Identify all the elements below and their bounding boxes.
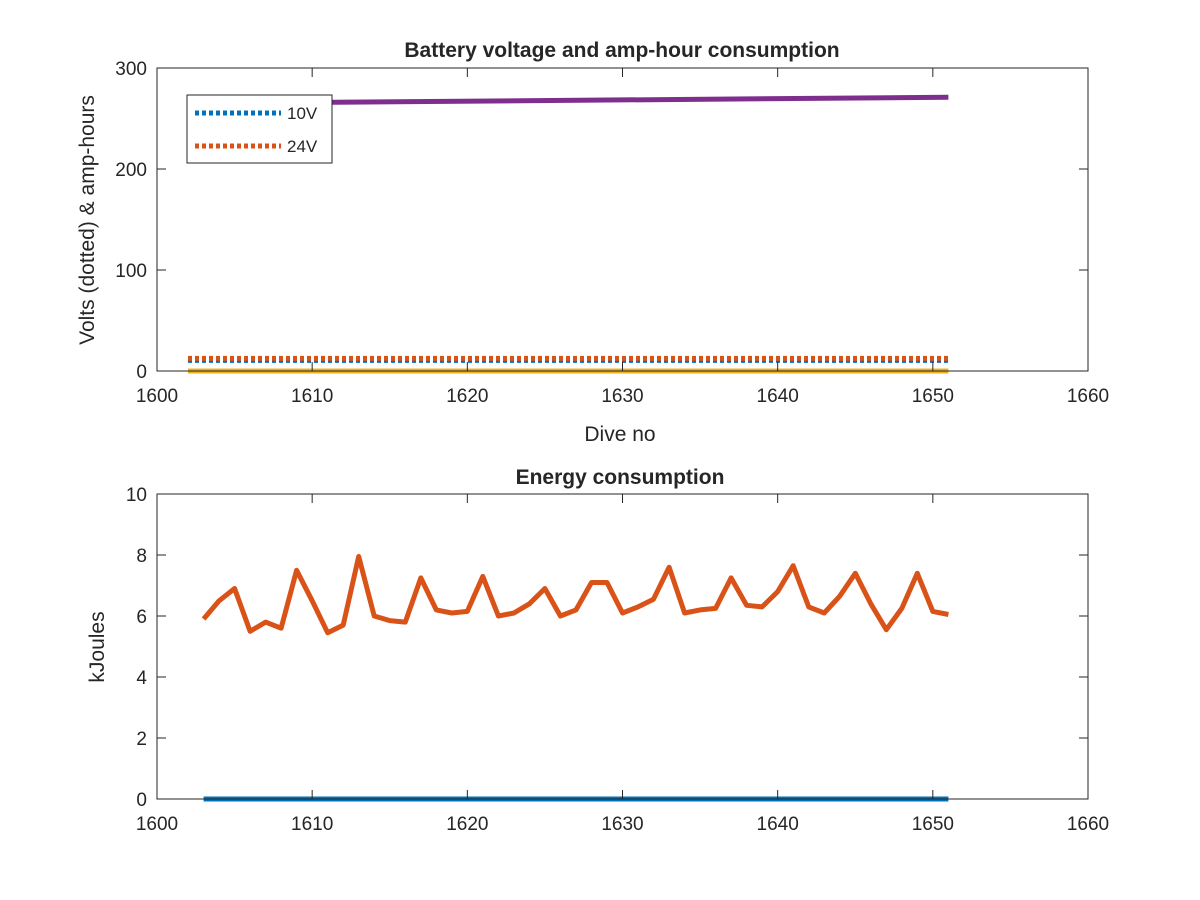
y-tick-label: 300 bbox=[115, 59, 147, 80]
voltage-x-axis-label: Dive no bbox=[584, 423, 655, 446]
y-tick-label: 200 bbox=[115, 160, 147, 181]
series-line-1-1 bbox=[201, 554, 949, 636]
y-tick-label: 2 bbox=[136, 729, 147, 750]
energy-ticks-group: 1600 1610 1620 1630 1640 1650 1660 0 2 4 6 8 10 bbox=[126, 485, 1109, 835]
y-tick-label: 100 bbox=[115, 261, 147, 282]
x-tick-label: 1660 bbox=[1067, 386, 1109, 407]
energy-plot-area bbox=[157, 494, 1088, 799]
x-tick-label: 1610 bbox=[291, 386, 333, 407]
x-tick-label: 1610 bbox=[291, 814, 333, 835]
y-tick-label: 10 bbox=[126, 485, 147, 506]
energy-y-axis-label: kJoules bbox=[86, 611, 109, 682]
legend-label-10v: 10V bbox=[287, 104, 318, 123]
y-tick-label: 0 bbox=[136, 790, 147, 811]
x-tick-label: 1630 bbox=[601, 814, 643, 835]
x-tick-label: 1650 bbox=[912, 386, 954, 407]
x-tick-label: 1650 bbox=[912, 814, 954, 835]
y-tick-label: 8 bbox=[136, 546, 147, 567]
legend-box bbox=[186, 94, 333, 164]
x-tick-label: 1660 bbox=[1067, 814, 1109, 835]
voltage-chart: 1600 1610 1620 1630 1640 1650 1660 0 100 200 300 B… bbox=[76, 39, 1109, 446]
energy-chart-title: Energy consumption bbox=[516, 466, 725, 489]
energy-chart: 1600 1610 1620 1630 1640 1650 1660 0 2 4 6 8 10 Ener… bbox=[86, 466, 1109, 835]
x-tick-label: 1640 bbox=[757, 814, 799, 835]
y-tick-label: 6 bbox=[136, 607, 147, 628]
x-tick-label: 1600 bbox=[136, 814, 178, 835]
x-tick-label: 1620 bbox=[446, 814, 488, 835]
legend-label-24v: 24V bbox=[287, 137, 318, 156]
x-tick-label: 1600 bbox=[136, 386, 178, 407]
y-tick-label: 0 bbox=[136, 362, 147, 383]
y-tick-label: 4 bbox=[136, 668, 147, 689]
voltage-legend: 10V 24V bbox=[186, 94, 333, 164]
voltage-y-axis-label: Volts (dotted) & amp-hours bbox=[76, 95, 99, 345]
x-tick-label: 1640 bbox=[757, 386, 799, 407]
voltage-ticks-group: 1600 1610 1620 1630 1640 1650 1660 0 100 200 300 bbox=[115, 59, 1109, 407]
voltage-chart-title: Battery voltage and amp-hour consumption bbox=[404, 39, 839, 62]
x-tick-label: 1630 bbox=[601, 386, 643, 407]
x-tick-label: 1620 bbox=[446, 386, 488, 407]
